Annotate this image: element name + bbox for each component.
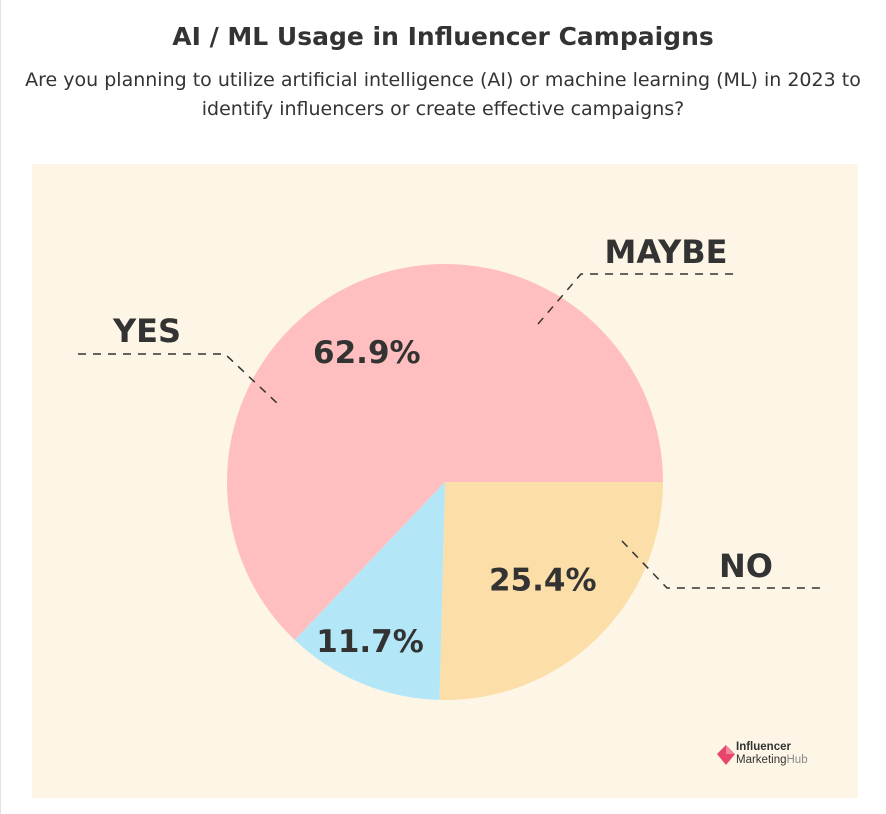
pie-slice-yes <box>226 263 663 640</box>
pie-chart: 62.9% YES 25.4% MAYBE 11.7% NO <box>32 164 858 798</box>
pie-labels: 62.9% YES 25.4% MAYBE 11.7% NO <box>112 233 773 660</box>
brand-logo-text: Influencer MarketingHub <box>736 741 808 767</box>
pie-slice-no <box>294 482 445 700</box>
pie-slice-maybe <box>439 482 663 700</box>
category-label-yes: YES <box>112 312 181 350</box>
category-label-no: NO <box>719 547 773 585</box>
leader-line-yes <box>78 353 279 405</box>
brand-logo-word-marketing: Marketing <box>736 754 787 766</box>
brand-logo-line1: Influencer <box>736 741 791 753</box>
brand-logo: Influencer MarketingHub <box>716 741 836 769</box>
left-border <box>0 0 1 814</box>
leader-line-no <box>621 540 822 589</box>
chart-panel: 62.9% YES 25.4% MAYBE 11.7% NO <box>32 164 858 798</box>
chart-title: AI / ML Usage in Influencer Campaigns <box>172 22 714 51</box>
chart-subtitle: Are you planning to utilize artificial i… <box>25 69 861 120</box>
leader-lines <box>78 273 822 589</box>
brand-logo-line2: MarketingHub <box>736 754 808 767</box>
leader-line-maybe <box>537 273 740 325</box>
brand-logo-word-hub: Hub <box>786 754 808 766</box>
category-label-maybe: MAYBE <box>605 233 728 271</box>
pie-slices <box>226 263 663 700</box>
value-label-yes: 62.9% <box>313 335 421 371</box>
influencer-marketing-hub-diamond-icon <box>717 745 735 765</box>
value-label-no: 11.7% <box>316 624 424 660</box>
value-label-maybe: 25.4% <box>489 563 597 599</box>
